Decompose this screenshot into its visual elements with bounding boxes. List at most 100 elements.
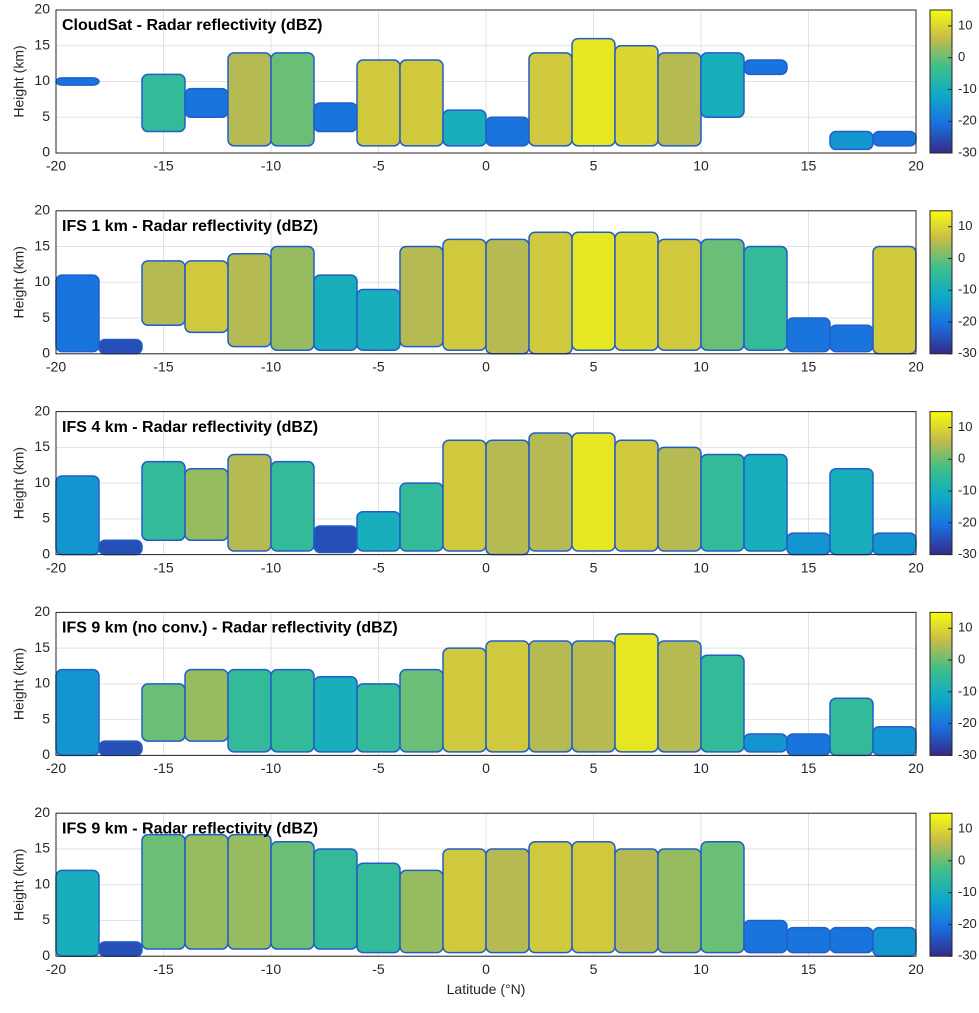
reflectivity-cell <box>227 52 272 147</box>
reflectivity-cell <box>829 697 874 757</box>
y-tick-label: 20 <box>34 202 50 218</box>
reflectivity-cell <box>614 45 659 147</box>
reflectivity-cell <box>141 460 186 542</box>
x-tick-label: 5 <box>590 359 598 375</box>
x-tick-label: 20 <box>908 158 924 174</box>
reflectivity-cell <box>485 238 530 355</box>
reflectivity-cell <box>313 525 358 554</box>
reflectivity-cell <box>399 245 444 348</box>
x-tick-label: -10 <box>261 760 281 776</box>
x-tick-label: 0 <box>482 559 490 575</box>
reflectivity-cell <box>313 676 358 753</box>
panel-title: IFS 4 km - Radar reflectivity (dBZ) <box>62 419 318 436</box>
panel-title: CloudSat - Radar reflectivity (dBZ) <box>62 17 322 34</box>
y-axis-label: Height (km) <box>11 447 27 519</box>
x-tick-label: 20 <box>908 760 924 776</box>
reflectivity-cell <box>485 848 530 954</box>
reflectivity-cell <box>743 245 788 351</box>
y-axis-label: Height (km) <box>11 246 27 318</box>
x-tick-label: -10 <box>261 559 281 575</box>
y-tick-label: 0 <box>42 746 50 762</box>
x-tick-label: 15 <box>801 158 817 174</box>
reflectivity-cell <box>528 231 573 355</box>
y-tick-label: 5 <box>42 510 50 526</box>
colorbar-tick-label: 10 <box>958 620 972 635</box>
x-tick-label: -5 <box>372 961 385 977</box>
reflectivity-cell <box>571 841 616 954</box>
colorbar-tick-label: -10 <box>958 81 977 96</box>
y-tick-label: 0 <box>42 545 50 561</box>
reflectivity-cell <box>700 841 745 954</box>
x-tick-label: -20 <box>46 359 66 375</box>
x-tick-label: 10 <box>693 559 709 575</box>
colorbar-tick-label: -10 <box>958 683 977 698</box>
axes-frame <box>55 210 917 355</box>
reflectivity-cell <box>184 833 229 950</box>
colorbar-tick-label: -20 <box>958 715 977 730</box>
x-axis-label: Latitude (°N) <box>447 981 526 997</box>
x-tick-label: -15 <box>153 359 173 375</box>
reflectivity-cell <box>184 468 229 542</box>
colorbar <box>929 210 953 355</box>
reflectivity-cell <box>227 252 272 348</box>
y-tick-label: 0 <box>42 947 50 963</box>
reflectivity-cell <box>743 919 788 954</box>
y-axis-label: Height (km) <box>11 648 27 720</box>
colorbar-tick-label: 10 <box>958 821 972 836</box>
colorbar-tick-label: -10 <box>958 282 977 297</box>
y-tick-label: 5 <box>42 108 50 124</box>
reflectivity-cell <box>872 245 917 355</box>
colorbar-tick-label: 0 <box>958 49 965 64</box>
colorbar-tick-label: -30 <box>958 747 977 762</box>
reflectivity-cell <box>270 841 315 950</box>
axes-frame <box>55 9 917 154</box>
reflectivity-cell <box>55 668 100 757</box>
y-tick-label: 5 <box>42 710 50 726</box>
y-tick-label: 15 <box>34 237 50 253</box>
y-tick-label: 20 <box>34 804 50 820</box>
colorbar-tick-label: 0 <box>958 250 965 265</box>
colorbar-tick-label: -30 <box>958 546 977 561</box>
y-tick-label: 15 <box>34 639 50 655</box>
reflectivity-cell <box>872 130 917 147</box>
x-tick-label: 5 <box>590 559 598 575</box>
x-tick-label: 10 <box>693 359 709 375</box>
colorbar-tick-label: 10 <box>958 218 972 233</box>
x-tick-label: -20 <box>46 961 66 977</box>
x-tick-label: 15 <box>801 760 817 776</box>
y-tick-label: 10 <box>34 474 50 490</box>
reflectivity-cell <box>700 453 745 552</box>
reflectivity-cell <box>313 274 358 351</box>
colorbar <box>929 812 953 957</box>
reflectivity-cell <box>98 941 143 957</box>
colorbar-tick-label: 0 <box>958 652 965 667</box>
reflectivity-cell <box>614 633 659 753</box>
y-tick-label: 20 <box>34 1 50 17</box>
reflectivity-cell <box>313 848 358 950</box>
reflectivity-cell <box>829 468 874 556</box>
reflectivity-cell <box>571 432 616 552</box>
reflectivity-cell <box>227 453 272 552</box>
reflectivity-cell <box>270 52 315 147</box>
y-tick-label: 0 <box>42 144 50 160</box>
reflectivity-cell <box>614 231 659 351</box>
axes-frame <box>55 812 917 957</box>
x-tick-label: -5 <box>372 158 385 174</box>
reflectivity-cell <box>184 260 229 334</box>
x-tick-label: 10 <box>693 961 709 977</box>
reflectivity-cell <box>184 87 229 119</box>
colorbar-tick-label: -10 <box>958 482 977 497</box>
y-tick-label: 20 <box>34 402 50 418</box>
x-tick-label: 20 <box>908 559 924 575</box>
colorbar-tick-label: 0 <box>958 451 965 466</box>
colorbar-tick-label: 10 <box>958 419 972 434</box>
x-tick-label: -20 <box>46 760 66 776</box>
y-tick-label: 10 <box>34 273 50 289</box>
x-tick-label: -15 <box>153 559 173 575</box>
x-tick-label: -15 <box>153 760 173 776</box>
reflectivity-cell <box>657 446 702 552</box>
y-tick-label: 15 <box>34 840 50 856</box>
reflectivity-cell <box>571 640 616 753</box>
reflectivity-cell <box>442 439 487 552</box>
y-tick-label: 10 <box>34 875 50 891</box>
